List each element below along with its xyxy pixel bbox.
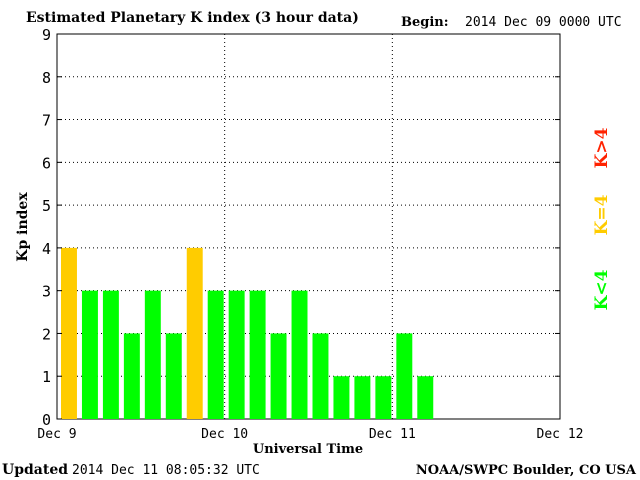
source-credit: NOAA/SWPC Boulder, CO USA bbox=[416, 463, 637, 478]
legend-equal-4: K=4 bbox=[592, 194, 612, 235]
kp-bar bbox=[417, 376, 434, 419]
kp-bar bbox=[312, 333, 329, 419]
kp-bar bbox=[81, 290, 98, 419]
kp-bar bbox=[333, 376, 350, 419]
y-tick-label: 3 bbox=[42, 283, 51, 301]
x-axis-label: Universal Time bbox=[253, 442, 363, 457]
y-tick-label: 1 bbox=[42, 368, 51, 386]
kp-bar bbox=[61, 247, 77, 419]
x-tick-label: Dec 12 bbox=[537, 427, 584, 442]
x-tick-label: Dec 9 bbox=[37, 427, 76, 442]
begin-label: Begin: bbox=[401, 15, 449, 30]
y-tick-label: 9 bbox=[42, 26, 51, 44]
kp-bar bbox=[228, 290, 245, 419]
legend-below-4: K<4 bbox=[592, 269, 612, 310]
x-tick-label: Dec 10 bbox=[201, 427, 248, 442]
kp-bar bbox=[207, 290, 224, 419]
x-tick-label: Dec 11 bbox=[369, 427, 416, 442]
legend-above-4: K>4 bbox=[592, 127, 612, 168]
y-tick-label: 4 bbox=[42, 240, 51, 258]
kp-bar bbox=[375, 376, 392, 419]
kp-bar bbox=[249, 290, 266, 419]
updated-value: 2014 Dec 11 08:05:32 UTC bbox=[72, 463, 260, 478]
kp-bar bbox=[102, 290, 119, 419]
kp-bar bbox=[144, 290, 161, 419]
y-tick-label: 6 bbox=[42, 154, 51, 172]
plot-area bbox=[56, 33, 561, 420]
kp-bar bbox=[396, 333, 413, 419]
kp-bar bbox=[270, 333, 287, 419]
y-axis-label: Kp index bbox=[15, 192, 31, 262]
chart-title: Estimated Planetary K index (3 hour data… bbox=[26, 10, 359, 26]
kp-bar bbox=[186, 247, 203, 419]
updated-label: Updated bbox=[2, 462, 68, 478]
y-axis-ticks: 0 1 2 3 4 5 6 7 8 9 bbox=[42, 26, 560, 429]
y-tick-label: 7 bbox=[42, 112, 51, 130]
kp-bar bbox=[123, 333, 140, 419]
grid-lines bbox=[57, 34, 560, 419]
x-axis-ticks: Dec 9 Dec 10 Dec 11 Dec 12 bbox=[37, 427, 583, 442]
kp-bar bbox=[291, 290, 308, 419]
y-tick-label: 2 bbox=[42, 325, 51, 343]
kp-bar bbox=[354, 376, 371, 419]
begin-value: 2014 Dec 09 0000 UTC bbox=[465, 15, 622, 30]
bar-series bbox=[61, 247, 434, 419]
y-tick-label: 5 bbox=[42, 197, 51, 215]
y-tick-label: 8 bbox=[42, 69, 51, 87]
kp-bar bbox=[165, 333, 182, 419]
y-tick-label: 0 bbox=[42, 411, 51, 429]
